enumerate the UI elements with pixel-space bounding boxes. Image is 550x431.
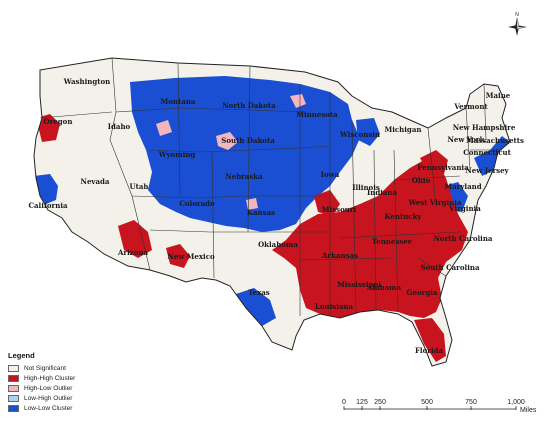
state-label-connecticut: Connecticut: [463, 148, 511, 157]
state-label-ohio: Ohio: [412, 176, 431, 185]
state-label-arizona: Arizona: [117, 248, 149, 257]
scale-tick-label: 125: [356, 399, 368, 406]
state-label-maine: Maine: [486, 91, 511, 100]
scale-tick-label: 250: [374, 399, 386, 406]
legend-item-high-low: High-Low Outlier: [8, 383, 118, 393]
state-label-arkansas: Arkansas: [321, 251, 358, 260]
legend: Legend Not Significant High-High Cluster…: [8, 351, 118, 413]
state-label-vermont: Vermont: [453, 102, 488, 111]
state-label-maryland: Maryland: [444, 182, 481, 191]
state-label-missouri: Missouri: [322, 205, 357, 214]
cluster-regions: [34, 76, 510, 362]
state-label-kentucky: Kentucky: [385, 212, 423, 221]
legend-item-low-low: Low-Low Cluster: [8, 403, 118, 413]
high-high-cluster-region-newmexico: [166, 244, 190, 268]
high-high-cluster-region-south: [272, 160, 468, 318]
low-low-cluster-region-plains: [130, 76, 360, 232]
legend-swatch: [8, 374, 19, 382]
state-label-wyoming: Wyoming: [158, 150, 196, 159]
legend-label: Not Significant: [24, 364, 66, 372]
state-label-montana: Montana: [161, 97, 196, 106]
state-label-idaho: Idaho: [108, 122, 131, 131]
state-label-indiana: Indiana: [367, 188, 398, 197]
legend-swatch: [8, 384, 19, 392]
scale-unit: Miles: [520, 407, 537, 414]
map-body: Washington Oregon California Idaho Nevada Mon…: [28, 57, 524, 367]
state-label-nevada: Nevada: [81, 177, 110, 186]
low-low-cluster-region-wisconsin: [356, 118, 380, 146]
legend-swatch: [8, 364, 19, 372]
scale-bar: 0 125 250 500 750 1,000 Miles: [340, 396, 550, 426]
north-arrow: N: [500, 10, 534, 44]
low-low-cluster-region-northeast: [474, 136, 510, 176]
high-high-cluster-region-arizona: [118, 220, 152, 258]
high-high-cluster-region-missouri: [314, 190, 340, 216]
state-label-iowa: Iowa: [321, 170, 340, 179]
state-label-virginia: Virginia: [448, 204, 481, 213]
state-label-california: California: [28, 201, 68, 210]
state-labels: Washington Oregon California Idaho Nevada Mon…: [28, 77, 524, 355]
scale-tick-label: 750: [465, 399, 477, 406]
state-label-mississippi: Mississippi: [337, 280, 381, 289]
state-label-south-dakota: South Dakota: [221, 136, 275, 145]
state-label-new-york: New York: [448, 135, 485, 144]
state-label-north-carolina: North Carolina: [434, 234, 493, 243]
state-label-louisiana: Louisiana: [315, 302, 354, 311]
scale-tick-label: 0: [342, 399, 346, 406]
legend-title: Legend: [8, 351, 35, 360]
high-low-outlier-region-sd: [216, 132, 238, 150]
state-label-tennessee: Tennessee: [372, 237, 413, 246]
legend-label: High-Low Outlier: [24, 384, 73, 392]
high-low-outlier-region-mn: [290, 94, 306, 108]
legend-label: High-High Cluster: [24, 374, 76, 382]
scale-bar-graphic: 0 125 250 500 750 1,000 Miles: [342, 399, 537, 414]
legend-label: Low-Low Cluster: [24, 404, 73, 412]
legend-item-low-high: Low-High Outlier: [8, 393, 118, 403]
state-label-minnesota: Minnesota: [296, 110, 338, 119]
scale-tick-label: 1,000: [507, 399, 525, 406]
state-borders: [39, 57, 502, 316]
state-label-massachusetts: Massachusetts: [466, 136, 524, 145]
state-label-washington: Washington: [63, 77, 110, 86]
state-label-illinois: Illinois: [352, 183, 380, 192]
high-high-cluster-region-oregon: [36, 114, 60, 142]
scale-tick-label: 500: [421, 399, 433, 406]
state-label-georgia: Georgia: [407, 288, 438, 297]
state-label-oklahoma: Oklahoma: [258, 240, 298, 249]
state-label-new-mexico: New Mexico: [167, 252, 215, 261]
legend-item-not-significant: Not Significant: [8, 363, 118, 373]
high-low-outlier-region-ks: [246, 198, 258, 210]
state-label-kansas: Kansas: [247, 208, 275, 217]
north-arrow-icon: N: [508, 12, 527, 36]
high-high-cluster-region-pennsylvania: [420, 150, 448, 174]
state-label-texas: Texas: [248, 288, 270, 297]
state-label-new-jersey: New Jersey: [465, 166, 509, 175]
state-label-utah: Utah: [130, 182, 149, 191]
state-label-south-carolina: South Carolina: [421, 263, 480, 272]
north-label: N: [515, 12, 519, 18]
legend-label: Low-High Outlier: [24, 394, 73, 402]
state-label-north-dakota: North Dakota: [222, 101, 276, 110]
state-label-new-hampshire: New Hampshire: [453, 123, 516, 132]
legend-item-high-high: High-High Cluster: [8, 373, 118, 383]
legend-swatch: [8, 394, 19, 402]
state-label-alabama: Alabama: [366, 283, 401, 292]
legend-swatch: [8, 404, 19, 412]
state-label-colorado: Colorado: [179, 199, 215, 208]
state-label-michigan: Michigan: [385, 125, 422, 134]
state-label-pennsylvania: Pennsylvania: [417, 163, 469, 172]
state-label-nebraska: Nebraska: [225, 172, 263, 181]
high-low-outlier-region-wy: [156, 120, 172, 136]
high-high-cluster-region-florida: [414, 318, 446, 362]
state-label-florida: Florida: [415, 346, 444, 355]
state-label-oregon: Oregon: [44, 117, 73, 126]
state-label-west-virginia: West Virginia: [408, 198, 462, 207]
state-label-wisconsin: Wisconsin: [339, 130, 380, 139]
